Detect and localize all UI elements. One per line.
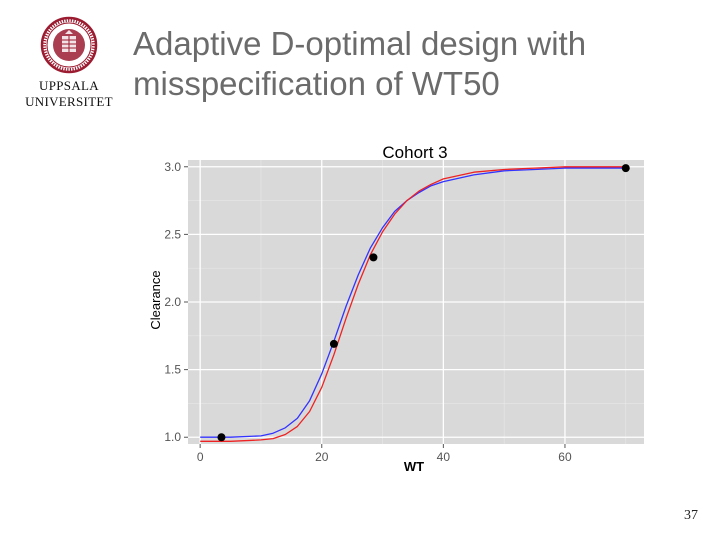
y-tick-label: 1.0 [164, 430, 181, 444]
axis-ticks: 0 20 40 60 1.0 1.5 2.0 2.5 3.0 [164, 160, 572, 464]
x-tick-label: 0 [197, 450, 204, 464]
chart-title: Cohort 3 [382, 143, 447, 162]
y-tick-label: 2.5 [164, 227, 181, 241]
slide-title-line2: misspecification of WT50 [133, 65, 500, 102]
x-tick-label: 40 [437, 450, 451, 464]
y-tick-label: 1.5 [164, 363, 181, 377]
logo-text-line1: UPPSALA [39, 78, 99, 93]
page-number: 37 [684, 508, 698, 523]
series-line-0 [200, 167, 626, 438]
grid-lines [188, 160, 644, 444]
x-tick-label: 60 [558, 450, 572, 464]
y-tick-label: 3.0 [164, 160, 181, 174]
data-point [329, 339, 338, 348]
university-seal-icon [40, 16, 98, 74]
series-line-1 [200, 166, 626, 442]
clearance-chart: Cohort 3 0 20 40 60 1.0 1.5 2.0 2.5 3.0 WT Clear… [148, 143, 644, 474]
data-point [621, 164, 630, 173]
x-axis-label: WT [404, 459, 424, 474]
slide-title-line1: Adaptive D-optimal design with [133, 25, 587, 62]
series-lines [200, 166, 626, 442]
y-tick-label: 2.0 [164, 295, 181, 309]
logo-text-line2: UNIVERSITET [25, 94, 113, 109]
y-axis-label: Clearance [148, 270, 163, 329]
data-points [217, 164, 630, 442]
data-point [369, 253, 378, 262]
slide-title: Adaptive D-optimal design with misspecif… [133, 24, 693, 104]
data-point [217, 433, 226, 442]
x-tick-label: 20 [315, 450, 329, 464]
